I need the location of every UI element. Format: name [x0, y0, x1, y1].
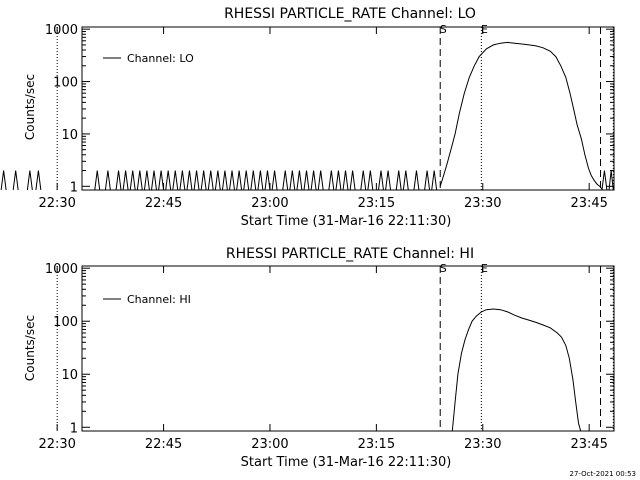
y-axis-label: Counts/sec	[23, 315, 37, 381]
chart-title: RHESSI PARTICLE_RATE Channel: LO	[224, 6, 476, 22]
x-tick-label: 23:15	[358, 196, 395, 211]
noise-spike	[158, 170, 165, 191]
noise-spike	[122, 170, 129, 191]
noise-spike	[200, 170, 207, 191]
noise-spike	[608, 170, 614, 191]
x-tick-label: 23:30	[464, 437, 501, 452]
y-tick-label: 1	[70, 421, 78, 436]
noise-spike	[165, 170, 172, 191]
panel-hi: RHESSI PARTICLE_RATE Channel: HI Counts/…	[23, 246, 615, 470]
noise-spike	[26, 170, 33, 191]
series-line	[439, 41, 604, 191]
noise-spike	[402, 170, 409, 191]
noise-spike	[335, 170, 342, 191]
noise-spike	[236, 170, 243, 191]
noise-spike	[271, 170, 278, 191]
noise-spike	[186, 170, 193, 191]
noise-spike	[229, 170, 236, 191]
y-tick-label: 1	[70, 180, 78, 195]
noise-spike	[35, 170, 42, 191]
noise-spike	[179, 170, 186, 191]
noise-spike	[257, 170, 264, 191]
noise-spike	[221, 170, 228, 191]
noise-spike	[143, 170, 150, 191]
noise-spike	[360, 170, 367, 191]
noise-spike	[385, 170, 392, 191]
legend-label: Channel: LO	[127, 52, 194, 65]
noise-spike	[129, 170, 136, 191]
noise-spike	[349, 170, 356, 191]
plot-frame	[81, 265, 615, 432]
chart-title: RHESSI PARTICLE_RATE Channel: HI	[226, 246, 474, 262]
noise-spike	[136, 170, 143, 191]
time-marker-label: E	[481, 23, 488, 36]
x-tick-label: 22:30	[38, 196, 75, 211]
noise-spike	[264, 170, 271, 191]
noise-spike	[289, 170, 296, 191]
y-tick-label: 1000	[45, 262, 78, 277]
noise-spike	[193, 170, 200, 191]
x-tick-label: 22:45	[145, 437, 182, 452]
noise-spike	[601, 170, 608, 191]
x-axis-label: Start Time (31-Mar-16 22:11:30)	[241, 455, 452, 470]
noise-spike	[303, 170, 310, 191]
noise-spike	[172, 170, 179, 191]
x-tick-label: 23:45	[570, 196, 607, 211]
x-tick-label: 23:15	[358, 437, 395, 452]
noise-spike	[328, 170, 335, 191]
y-tick-label: 100	[53, 315, 78, 330]
noise-spike	[214, 170, 221, 191]
x-tick-label: 22:30	[38, 437, 75, 452]
plot-frame	[81, 26, 615, 191]
noise-spike	[94, 170, 101, 191]
y-tick-label: 1000	[45, 23, 78, 38]
y-tick-label: 10	[61, 368, 78, 383]
series-line	[451, 308, 582, 432]
noise-spike	[282, 170, 289, 191]
panel-lo: RHESSI PARTICLE_RATE Channel: LO Counts/…	[0, 6, 615, 229]
noise-spike	[310, 170, 317, 191]
legend: Channel: LO	[103, 52, 194, 65]
noise-spike	[395, 170, 402, 191]
y-tick-label: 10	[61, 128, 78, 143]
noise-spike	[431, 170, 438, 191]
time-marker-label: S	[440, 262, 447, 275]
x-tick-label: 22:45	[145, 196, 182, 211]
time-marker-label: S	[440, 23, 447, 36]
noise-spike	[0, 170, 7, 191]
noise-spike	[378, 170, 384, 191]
noise-spike	[243, 170, 250, 191]
noise-spike	[342, 170, 349, 191]
x-tick-label: 23:45	[570, 437, 607, 452]
x-tick-label: 23:30	[464, 196, 501, 211]
noise-spike	[151, 170, 157, 191]
noise-spike	[296, 170, 303, 191]
noise-spike	[317, 170, 324, 191]
noise-spike	[424, 170, 431, 191]
noise-spike	[250, 170, 257, 191]
timestamp-footer: 27-Oct-2021 00:53	[569, 470, 636, 478]
noise-spike	[104, 170, 111, 191]
legend-label: Channel: HI	[127, 293, 191, 306]
x-tick-label: 23:00	[251, 196, 288, 211]
noise-spike	[115, 170, 122, 191]
y-axis-label: Counts/sec	[23, 74, 37, 140]
y-tick-label: 100	[53, 76, 78, 91]
noise-spike	[413, 170, 420, 191]
x-tick-label: 23:00	[251, 437, 288, 452]
noise-spike	[367, 170, 374, 191]
noise-spike	[12, 170, 19, 191]
x-axis-label: Start Time (31-Mar-16 22:11:30)	[241, 214, 452, 229]
time-marker-label: E	[481, 262, 488, 275]
noise-spike	[207, 170, 214, 191]
legend: Channel: HI	[103, 293, 191, 306]
